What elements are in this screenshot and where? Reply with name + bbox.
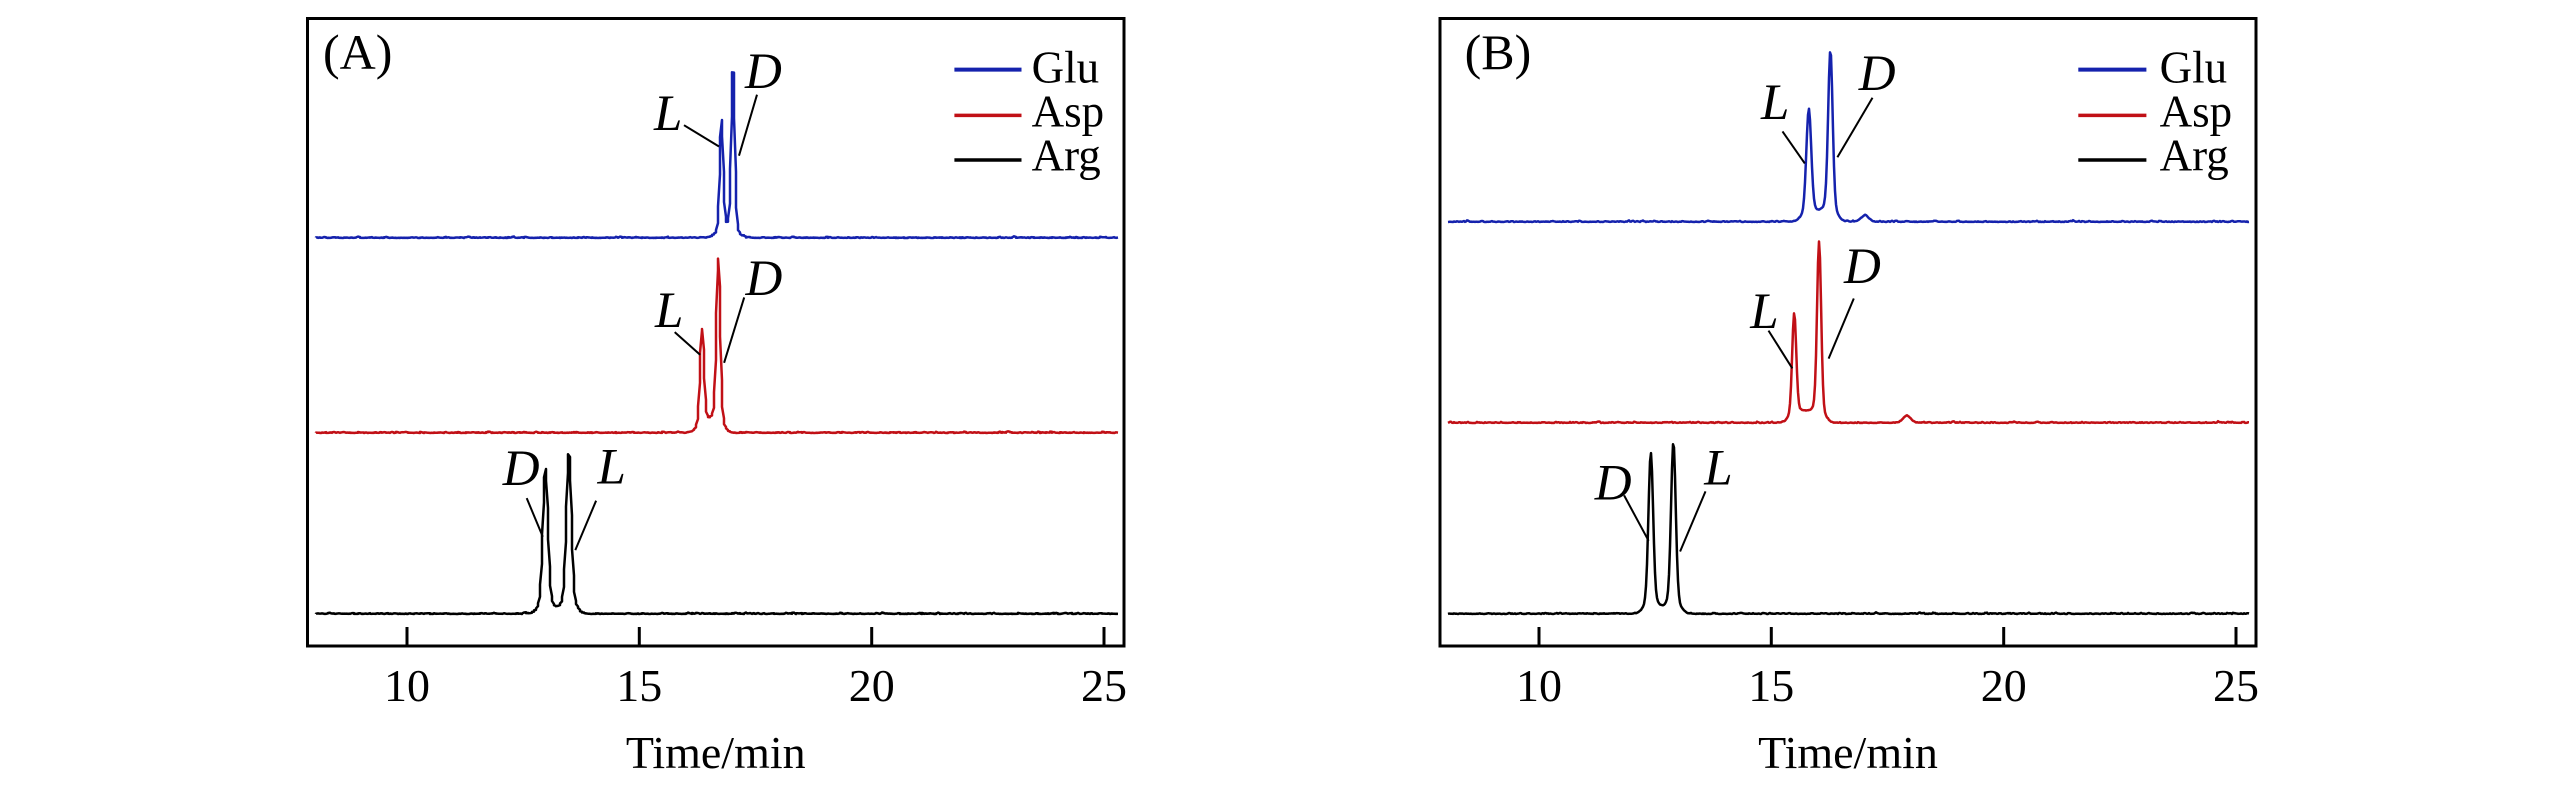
svg-text:D: D — [1843, 239, 1881, 295]
svg-text:10: 10 — [384, 660, 430, 711]
svg-text:Arg: Arg — [1032, 131, 1101, 181]
svg-text:20: 20 — [1981, 660, 2027, 711]
svg-text:20: 20 — [849, 660, 895, 711]
svg-text:Glu: Glu — [1032, 43, 1100, 93]
svg-text:25: 25 — [2213, 660, 2259, 711]
svg-text:Arg: Arg — [2160, 131, 2229, 181]
svg-text:(B): (B) — [1465, 24, 1532, 80]
svg-text:25: 25 — [1081, 660, 1127, 711]
svg-text:L: L — [654, 283, 683, 339]
svg-text:L: L — [653, 86, 682, 142]
svg-text:Time/min: Time/min — [626, 727, 806, 778]
svg-text:L: L — [597, 439, 626, 495]
svg-text:Asp: Asp — [2160, 87, 2233, 137]
svg-text:15: 15 — [1748, 660, 1794, 711]
svg-text:L: L — [1749, 284, 1778, 340]
svg-text:Asp: Asp — [1032, 87, 1105, 137]
svg-text:Glu: Glu — [2160, 43, 2228, 93]
svg-text:10: 10 — [1516, 660, 1562, 711]
svg-text:D: D — [1594, 455, 1632, 511]
svg-text:(A): (A) — [323, 24, 392, 80]
svg-text:D: D — [745, 251, 783, 307]
svg-text:D: D — [1858, 46, 1896, 102]
svg-text:15: 15 — [616, 660, 662, 711]
svg-text:L: L — [1760, 75, 1789, 131]
svg-text:Time/min: Time/min — [1758, 727, 1938, 778]
svg-text:D: D — [502, 441, 540, 497]
svg-text:L: L — [1703, 441, 1732, 497]
svg-text:D: D — [744, 44, 782, 100]
